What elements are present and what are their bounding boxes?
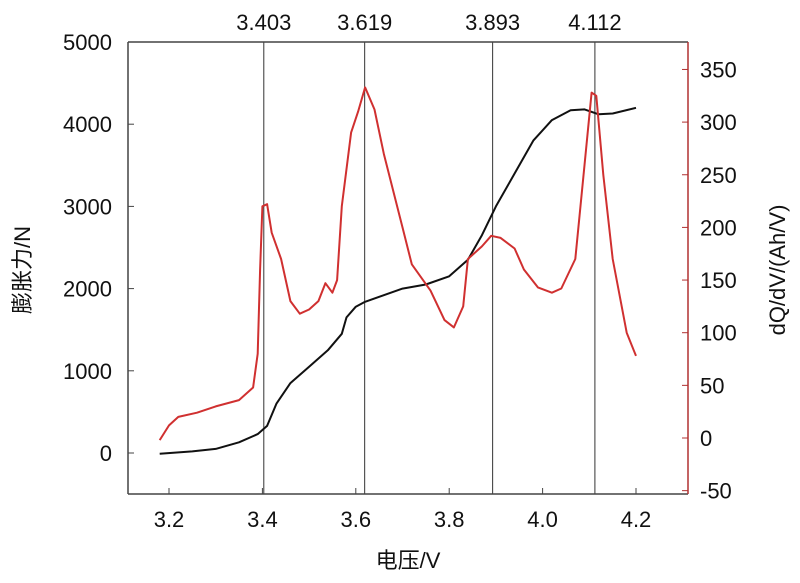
reference-label: 3.619 <box>337 10 392 35</box>
reference-label: 4.112 <box>568 10 621 35</box>
y-right-tick-label: 150 <box>700 268 737 293</box>
x-tick-label: 3.8 <box>434 507 465 532</box>
reference-label: 3.893 <box>465 10 520 35</box>
y-left-axis-label: 膨胀力/N <box>10 226 35 314</box>
y-right-tick-label: 200 <box>700 215 737 240</box>
x-tick-label: 3.2 <box>154 507 185 532</box>
y-right-tick-label: 50 <box>700 373 724 398</box>
x-tick-label: 4.2 <box>621 507 652 532</box>
y-right-tick-label: 250 <box>700 163 737 188</box>
y-right-tick-label: -50 <box>700 479 732 504</box>
dqdv-series-line <box>158 86 637 441</box>
x-tick-label: 3.6 <box>341 507 372 532</box>
y-left-tick-label: 4000 <box>63 112 112 137</box>
y-right-tick-label: 350 <box>700 57 737 82</box>
y-right-tick-label: 100 <box>700 321 737 346</box>
y-left-tick-label: 3000 <box>63 194 112 219</box>
x-tick-label: 3.4 <box>247 507 278 532</box>
x-tick-label: 4.0 <box>527 507 558 532</box>
y-left-tick-label: 1000 <box>63 359 112 384</box>
reference-label: 3.403 <box>236 10 291 35</box>
x-axis-label: 电压/V <box>376 548 441 573</box>
y-right-tick-label: 300 <box>700 110 737 135</box>
force-series-line <box>159 106 637 455</box>
y-left-tick-label: 2000 <box>63 277 112 302</box>
y-right-axis-label: dQ/dV/(Ah/V) <box>765 205 790 336</box>
y-right-tick-label: 0 <box>700 426 712 451</box>
y-left-tick-label: 5000 <box>63 30 112 55</box>
y-left-tick-label: 0 <box>100 441 112 466</box>
